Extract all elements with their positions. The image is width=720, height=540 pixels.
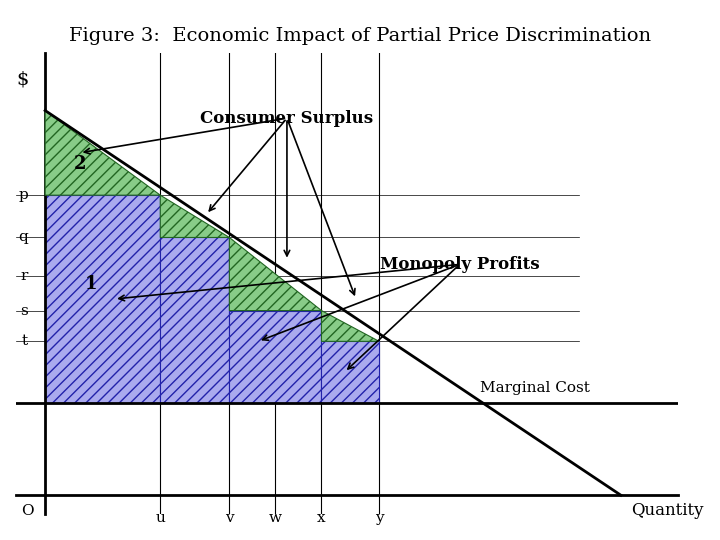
Text: x: x <box>318 511 325 525</box>
Text: r: r <box>20 269 28 283</box>
Text: 2: 2 <box>73 156 86 173</box>
Polygon shape <box>161 238 230 403</box>
Text: q: q <box>18 231 28 245</box>
Text: w: w <box>269 511 282 525</box>
Polygon shape <box>161 195 230 238</box>
Text: Monopoly Profits: Monopoly Profits <box>380 256 539 273</box>
Text: Quantity: Quantity <box>631 502 703 519</box>
Text: s: s <box>20 303 28 318</box>
Polygon shape <box>322 341 379 403</box>
Text: 1: 1 <box>85 275 97 293</box>
Text: $: $ <box>16 71 28 89</box>
Text: p: p <box>18 188 28 202</box>
Text: y: y <box>374 511 383 525</box>
Polygon shape <box>45 195 161 403</box>
Text: Marginal Cost: Marginal Cost <box>480 381 590 395</box>
Text: Figure 3:  Economic Impact of Partial Price Discrimination: Figure 3: Economic Impact of Partial Pri… <box>69 27 651 45</box>
Text: t: t <box>22 334 28 348</box>
Text: u: u <box>156 511 165 525</box>
Text: O: O <box>22 504 34 518</box>
Polygon shape <box>45 111 161 195</box>
Polygon shape <box>322 310 379 341</box>
Text: Consumer Surplus: Consumer Surplus <box>200 110 374 127</box>
Polygon shape <box>230 238 322 310</box>
Polygon shape <box>230 310 322 403</box>
Text: v: v <box>225 511 234 525</box>
